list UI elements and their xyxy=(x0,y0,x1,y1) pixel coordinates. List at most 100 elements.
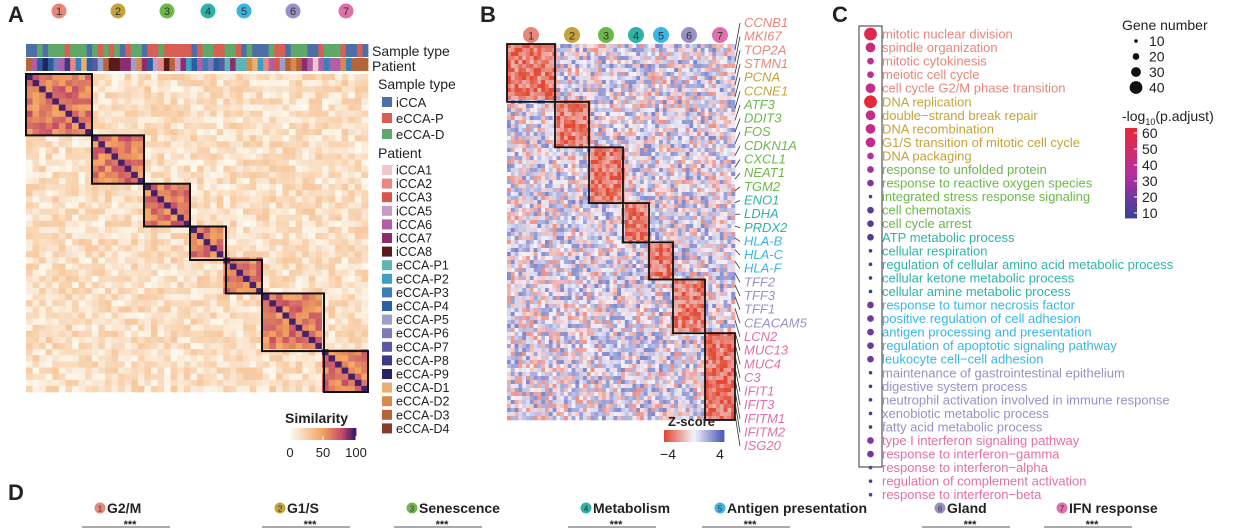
similarity-cell xyxy=(104,373,112,381)
zscore-cell xyxy=(640,136,645,141)
similarity-cell xyxy=(65,226,73,234)
similarity-cell xyxy=(256,196,264,203)
zscore-cell xyxy=(636,152,641,157)
zscore-cell xyxy=(537,144,542,149)
similarity-cell xyxy=(157,300,165,307)
zscore-cell xyxy=(548,140,553,145)
zscore-cell xyxy=(533,56,538,61)
zscore-cell xyxy=(556,152,561,157)
similarity-cell xyxy=(335,294,342,301)
zscore-cell xyxy=(685,84,690,89)
zscore-cell xyxy=(727,144,732,149)
similarity-cell xyxy=(85,251,93,258)
zscore-cell xyxy=(689,164,694,169)
zscore-cell xyxy=(594,76,599,81)
zscore-cell xyxy=(617,148,622,153)
similarity-cell xyxy=(321,251,329,258)
similarity-cell xyxy=(335,116,342,124)
zscore-cell xyxy=(647,124,652,129)
zscore-cell xyxy=(594,92,599,97)
zscore-cell xyxy=(640,164,645,169)
similarity-cell xyxy=(52,202,60,209)
similarity-cell xyxy=(32,294,40,301)
zscore-cell xyxy=(666,112,671,117)
similarity-cell xyxy=(341,74,349,81)
zscore-cell xyxy=(697,136,702,141)
similarity-cell xyxy=(183,263,191,270)
similarity-cell xyxy=(361,153,369,160)
similarity-cell xyxy=(39,294,47,301)
zscore-cell xyxy=(697,112,702,117)
sample-type-cell xyxy=(290,44,297,57)
zscore-cell xyxy=(727,164,732,169)
zscore-cell xyxy=(602,104,607,109)
similarity-cell xyxy=(131,177,139,185)
similarity-cell xyxy=(354,220,362,228)
similarity-cell xyxy=(78,141,86,148)
similarity-cell xyxy=(302,202,310,209)
similarity-cell xyxy=(58,318,66,326)
similarity-cell xyxy=(72,257,79,264)
zscore-cell xyxy=(533,128,538,133)
similarity-cell xyxy=(177,373,185,381)
similarity-cell xyxy=(328,318,336,326)
similarity-cell xyxy=(275,300,283,307)
similarity-cell xyxy=(210,226,218,234)
similarity-cell xyxy=(32,349,40,356)
zscore-cell xyxy=(685,152,690,157)
zscore-cell xyxy=(624,60,629,65)
zscore-cell xyxy=(617,124,622,129)
zscore-cell xyxy=(655,108,660,113)
similarity-cell xyxy=(32,214,40,222)
similarity-cell xyxy=(52,336,60,344)
similarity-cell xyxy=(256,306,264,313)
zscore-cell xyxy=(518,52,523,57)
similarity-cell xyxy=(302,177,310,185)
zscore-cell xyxy=(632,128,637,133)
similarity-cell xyxy=(302,196,310,203)
similarity-cell xyxy=(58,324,66,332)
zscore-cell xyxy=(507,160,512,165)
zscore-cell xyxy=(529,88,534,93)
similarity-cell xyxy=(223,373,231,381)
similarity-cell xyxy=(275,245,283,252)
zscore-cell xyxy=(617,164,622,169)
similarity-cell xyxy=(341,233,349,240)
similarity-cell xyxy=(26,98,33,105)
similarity-cell xyxy=(124,141,132,148)
similarity-cell xyxy=(124,324,132,332)
similarity-cell xyxy=(289,300,296,307)
similarity-cell xyxy=(104,288,112,295)
cluster-number-a-7: 7 xyxy=(343,6,349,18)
similarity-cell xyxy=(26,275,33,283)
zscore-cell xyxy=(708,120,713,125)
zscore-cell xyxy=(697,128,702,133)
zscore-cell xyxy=(670,160,675,165)
similarity-cell xyxy=(249,171,257,179)
zscore-cell xyxy=(708,104,713,109)
zscore-cell xyxy=(689,88,694,93)
similarity-cell xyxy=(295,233,303,240)
similarity-cell xyxy=(354,336,362,344)
sample-type-cell xyxy=(268,44,275,57)
similarity-cell xyxy=(354,92,362,99)
zscore-cell xyxy=(545,64,550,69)
zscore-cell xyxy=(556,128,561,133)
zscore-cell xyxy=(567,168,572,173)
similarity-cell xyxy=(39,220,47,228)
similarity-cell xyxy=(170,147,178,154)
similarity-cell xyxy=(229,336,237,344)
zscore-cell xyxy=(643,64,648,69)
zscore-cell xyxy=(571,112,576,117)
zscore-cell xyxy=(548,84,553,89)
zscore-cell xyxy=(723,160,728,165)
zscore-cell xyxy=(666,120,671,125)
similarity-cell xyxy=(289,269,296,277)
zscore-cell xyxy=(526,104,531,109)
zscore-cell xyxy=(727,120,732,125)
zscore-cell xyxy=(678,112,683,117)
similarity-cell xyxy=(91,226,99,234)
similarity-cell xyxy=(111,122,119,130)
similarity-cell xyxy=(72,74,79,81)
similarity-cell xyxy=(216,385,224,393)
